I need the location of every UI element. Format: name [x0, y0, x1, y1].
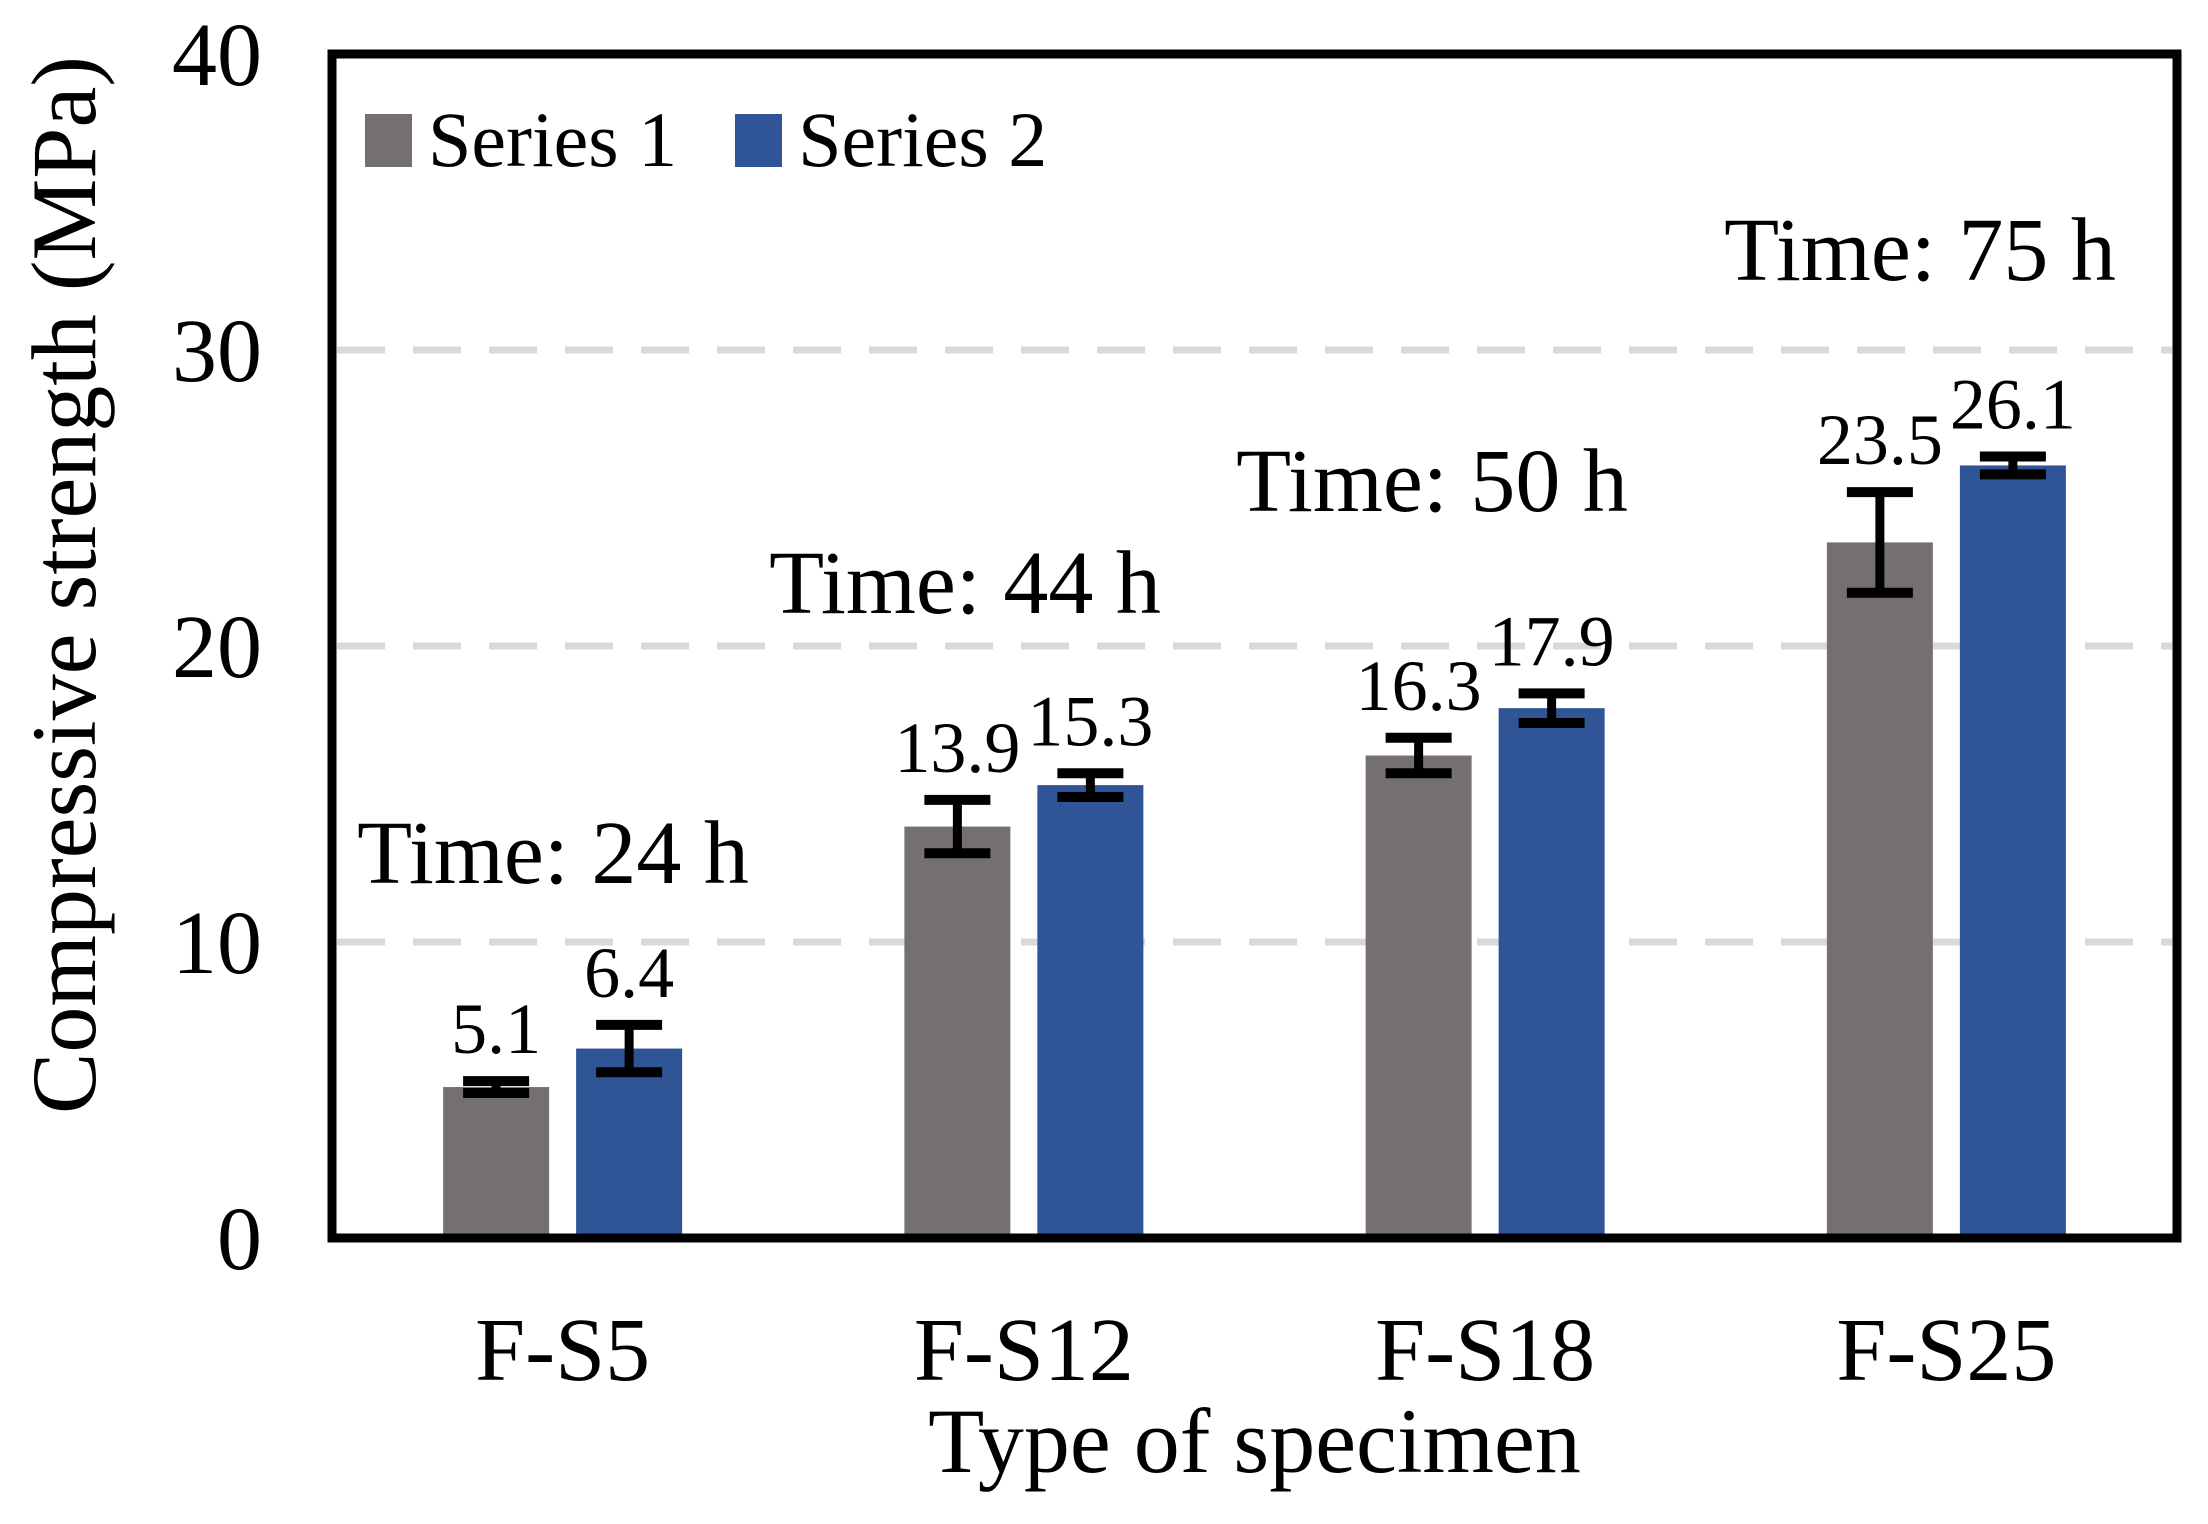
x-axis-title: Type of specimen — [928, 1390, 1581, 1492]
legend-label-series-2: Series 2 — [798, 96, 1048, 183]
annotation-time-50-h: Time: 50 h — [1236, 432, 1628, 531]
bar-series-1-f-s18 — [1365, 755, 1472, 1238]
bar-series-2-f-s18 — [1498, 708, 1605, 1238]
bar-series-1-f-s12 — [904, 826, 1011, 1238]
value-label-series-2-f-s12: 15.3 — [1027, 681, 1153, 761]
y-tick-label-0: 0 — [217, 1190, 262, 1289]
legend-label-series-1: Series 1 — [428, 96, 678, 183]
x-tick-label-f-s18: F-S18 — [1375, 1301, 1595, 1400]
bar-series-1-f-s5 — [443, 1087, 550, 1238]
bar-series-1-f-s25 — [1826, 542, 1933, 1238]
annotation-time-44-h: Time: 44 h — [769, 534, 1161, 633]
value-label-series-1-f-s18: 16.3 — [1356, 646, 1482, 726]
bar-series-2-f-s12 — [1037, 785, 1144, 1238]
annotation-time-75-h: Time: 75 h — [1724, 201, 2116, 300]
annotation-time-24-h: Time: 24 h — [357, 804, 749, 903]
legend-swatch-series-2 — [735, 113, 783, 167]
y-tick-label-20: 20 — [172, 598, 262, 697]
legend-swatch-series-1 — [365, 113, 412, 167]
x-tick-label-f-s5: F-S5 — [475, 1301, 650, 1400]
legend: Series 1 Series 2 — [365, 90, 1047, 190]
x-tick-label-f-s12: F-S12 — [914, 1301, 1134, 1400]
bar-series-2-f-s5 — [576, 1048, 683, 1238]
y-tick-label-40: 40 — [172, 6, 262, 105]
bar-series-2-f-s25 — [1959, 465, 2066, 1238]
y-tick-label-10: 10 — [172, 894, 262, 993]
plot-frame — [327, 49, 2182, 1243]
y-axis-title: Compressive strength (MPa) — [13, 56, 115, 1114]
value-label-series-1-f-s25: 23.5 — [1817, 400, 1943, 480]
value-label-series-2-f-s25: 26.1 — [1950, 365, 2076, 445]
value-label-series-2-f-s18: 17.9 — [1489, 601, 1615, 681]
x-tick-label-f-s25: F-S25 — [1836, 1301, 2056, 1400]
y-tick-label-30: 30 — [172, 302, 262, 401]
value-label-series-1-f-s5: 5.1 — [451, 989, 541, 1069]
value-label-series-2-f-s5: 6.4 — [584, 933, 674, 1013]
value-label-series-1-f-s12: 13.9 — [894, 708, 1020, 788]
